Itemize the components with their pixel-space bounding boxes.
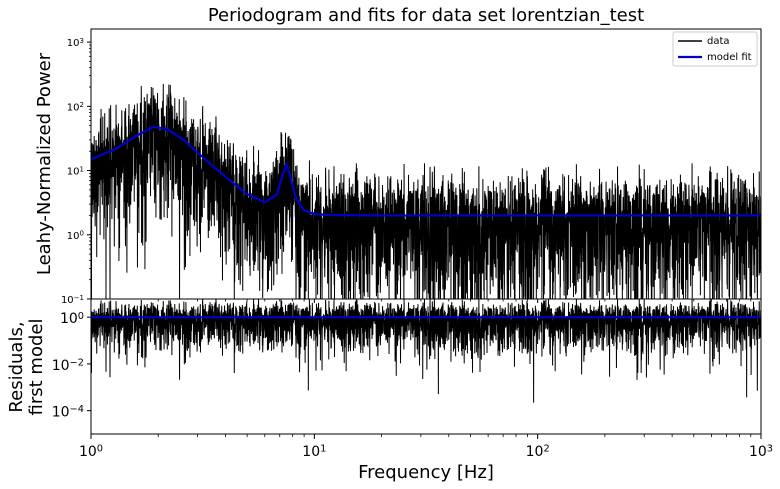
bottom-y-tick-label: 10−2: [52, 357, 84, 373]
top-y-tick-label: 100: [67, 230, 84, 242]
top-y-tick-label: 103: [67, 37, 84, 49]
top-y-tick-label: 102: [67, 101, 84, 113]
data-path: [91, 83, 761, 299]
top-y-tick-label: 101: [67, 165, 84, 177]
x-tick-label: 103: [749, 444, 773, 460]
top-y-axis-label: Leahy-Normalized Power: [34, 52, 55, 275]
top-y-ticks: 10−1 100 101 102 103: [61, 37, 91, 306]
bottom-y-ticks: 100 10−2 10−4: [52, 311, 91, 421]
x-tick-label: 102: [526, 444, 550, 460]
bottom-y-tick-label: 100: [60, 311, 84, 327]
bottom-y-axis-label-line1: Residuals,: [6, 321, 27, 412]
legend: data model fit: [672, 31, 758, 67]
legend-label-data: data: [707, 36, 730, 47]
model-fit-path: [91, 125, 761, 217]
bottom-panel: 100 10−2 10−4 100 101 102 103: [52, 298, 773, 460]
bottom-y-tick-label: 10−4: [52, 404, 84, 420]
model-fit-line: [91, 125, 761, 217]
chart-title: Periodogram and fits for data set lorent…: [208, 5, 644, 26]
bottom-axes-frame: [90, 298, 762, 435]
x-ticks: 100 101 102 103: [79, 299, 773, 460]
x-tick-label: 101: [302, 444, 326, 460]
data-series-line: [91, 83, 761, 299]
x-tick-label: 100: [79, 444, 103, 460]
x-axis-label: Frequency [Hz]: [358, 462, 494, 483]
top-y-tick-label: 10−1: [61, 294, 84, 306]
bottom-y-axis-label-line2: first model: [26, 319, 47, 416]
legend-label-model-fit: model fit: [707, 52, 752, 63]
